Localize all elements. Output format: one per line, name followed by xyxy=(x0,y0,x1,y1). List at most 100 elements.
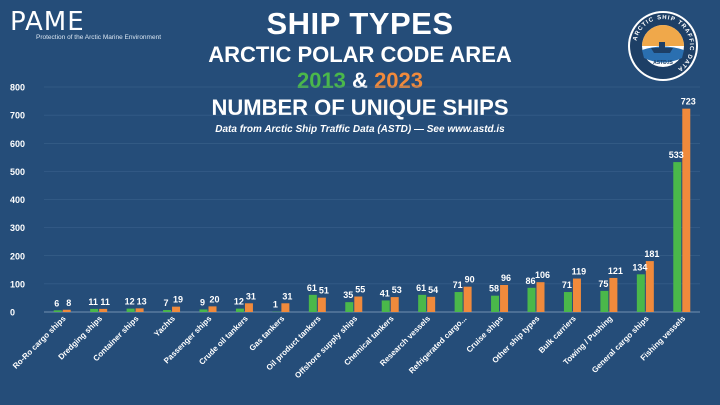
bar-2013 xyxy=(163,310,172,312)
y-tick-label: 400 xyxy=(10,195,25,205)
data-label-2013: 9 xyxy=(200,297,205,307)
bar-2023 xyxy=(172,306,181,312)
data-label-2013: 533 xyxy=(669,150,684,160)
data-label-2023: 121 xyxy=(608,266,623,276)
year-2013-label: 2013 xyxy=(296,68,346,93)
bar-2013 xyxy=(199,309,208,312)
data-label-2013: 7 xyxy=(164,298,169,308)
bar-2023 xyxy=(500,285,509,312)
badge-label: ASTD.IS xyxy=(653,60,673,66)
data-label-2013: 58 xyxy=(489,284,499,294)
bar-2013 xyxy=(235,308,244,312)
y-tick-label: 300 xyxy=(10,223,25,233)
bar-2023 xyxy=(390,297,399,312)
data-label-2023: 106 xyxy=(535,270,550,280)
title-line-2: ARCTIC POLAR CODE AREA xyxy=(208,42,512,67)
data-label-2013: 11 xyxy=(88,297,98,307)
data-label-2023: 19 xyxy=(173,295,183,305)
title-line-1: SHIP TYPES xyxy=(266,6,454,41)
bar-2023 xyxy=(281,303,290,312)
x-tick-label: Yachts xyxy=(152,314,177,339)
badge-ship-icon xyxy=(651,48,673,53)
x-tick-label: Cruise ships xyxy=(465,314,506,355)
y-tick-label: 700 xyxy=(10,111,25,121)
data-label-2013: 71 xyxy=(562,280,572,290)
data-label-2023: 54 xyxy=(428,285,438,295)
data-label-2013: 75 xyxy=(598,279,608,289)
data-label-2013: 1 xyxy=(273,300,278,310)
y-axis: 0 100 200 300 400 500 600 700 800 xyxy=(10,83,25,318)
data-label-2023: 31 xyxy=(282,291,292,301)
x-tick-label: Ro-Ro cargo ships xyxy=(11,314,68,371)
bar-2013 xyxy=(418,294,427,312)
bar-2023 xyxy=(354,296,363,312)
data-label-2023: 119 xyxy=(572,267,587,277)
bar-2023 xyxy=(317,297,326,312)
y-tick-label: 200 xyxy=(10,251,25,261)
data-label-2023: 181 xyxy=(644,249,659,259)
y-tick-label: 800 xyxy=(10,83,25,93)
data-label-2023: 13 xyxy=(137,296,147,306)
data-label-2023: 55 xyxy=(355,285,365,295)
data-label-2013: 86 xyxy=(525,276,535,286)
x-tick-label: Gas tankers xyxy=(248,314,287,353)
data-label-2013: 6 xyxy=(54,298,59,308)
bar-2023 xyxy=(244,303,253,312)
bar-2023 xyxy=(463,286,472,312)
bar-2013 xyxy=(673,162,682,312)
bar-2013 xyxy=(345,302,354,312)
data-label-2023: 20 xyxy=(209,294,219,304)
bar-2013 xyxy=(454,292,463,312)
data-label-2023: 8 xyxy=(66,298,71,308)
bar-2023 xyxy=(208,306,217,312)
bar-2013 xyxy=(527,287,536,312)
data-label-2023: 90 xyxy=(465,275,475,285)
bar-2023 xyxy=(572,278,581,312)
y-tick-label: 600 xyxy=(10,139,25,149)
bar-2013 xyxy=(636,274,645,312)
logo-subtitle: Protection of the Arctic Marine Environm… xyxy=(36,34,162,41)
data-label-2023: 723 xyxy=(681,97,696,107)
data-label-2013: 61 xyxy=(307,283,317,293)
data-label-2013: 134 xyxy=(632,262,647,272)
bar-2013 xyxy=(90,308,99,312)
y-tick-label: 500 xyxy=(10,167,25,177)
bar-2023 xyxy=(609,277,618,312)
bar-2013 xyxy=(308,294,317,312)
title-line-4: NUMBER OF UNIQUE SHIPS xyxy=(211,95,509,120)
bar-2023 xyxy=(536,282,545,312)
astd-badge: ARCTIC SHIP TRAFFIC DATA ASTD.IS xyxy=(628,11,698,81)
bar-2023 xyxy=(62,309,71,312)
logo-wordmark: PAME xyxy=(10,7,85,37)
badge-sun-icon xyxy=(642,25,684,46)
data-label-2023: 53 xyxy=(392,285,402,295)
data-label-2013: 41 xyxy=(380,288,390,298)
data-label-2013: 61 xyxy=(416,283,426,293)
bar-2013 xyxy=(126,308,135,312)
data-label-2023: 51 xyxy=(319,286,329,296)
bar-2013 xyxy=(600,290,609,312)
y-tick-label: 0 xyxy=(10,308,15,318)
data-label-2023: 96 xyxy=(501,273,511,283)
bar-2023 xyxy=(645,261,654,312)
bar-2023 xyxy=(682,108,691,312)
data-label-2023: 31 xyxy=(246,291,256,301)
bar-2013 xyxy=(381,300,390,312)
badge-ship-bridge-icon xyxy=(659,42,665,48)
y-tick-label: 100 xyxy=(10,279,25,289)
year-2023-label: 2023 xyxy=(374,68,424,93)
data-label-2013: 71 xyxy=(453,280,463,290)
data-label-2023: 11 xyxy=(100,297,110,307)
bar-2023 xyxy=(427,296,436,312)
pame-logo: PAME Protection of the Arctic Marine Env… xyxy=(10,8,161,41)
bar-2013 xyxy=(563,292,572,312)
data-label-2013: 35 xyxy=(343,290,353,300)
source-note: Data from Arctic Ship Traffic Data (ASTD… xyxy=(215,124,505,135)
data-label-2013: 12 xyxy=(234,297,244,307)
bar-2023 xyxy=(135,308,144,312)
x-tick-label: Offshore supply ships xyxy=(293,314,359,380)
data-label-2013: 12 xyxy=(125,297,135,307)
